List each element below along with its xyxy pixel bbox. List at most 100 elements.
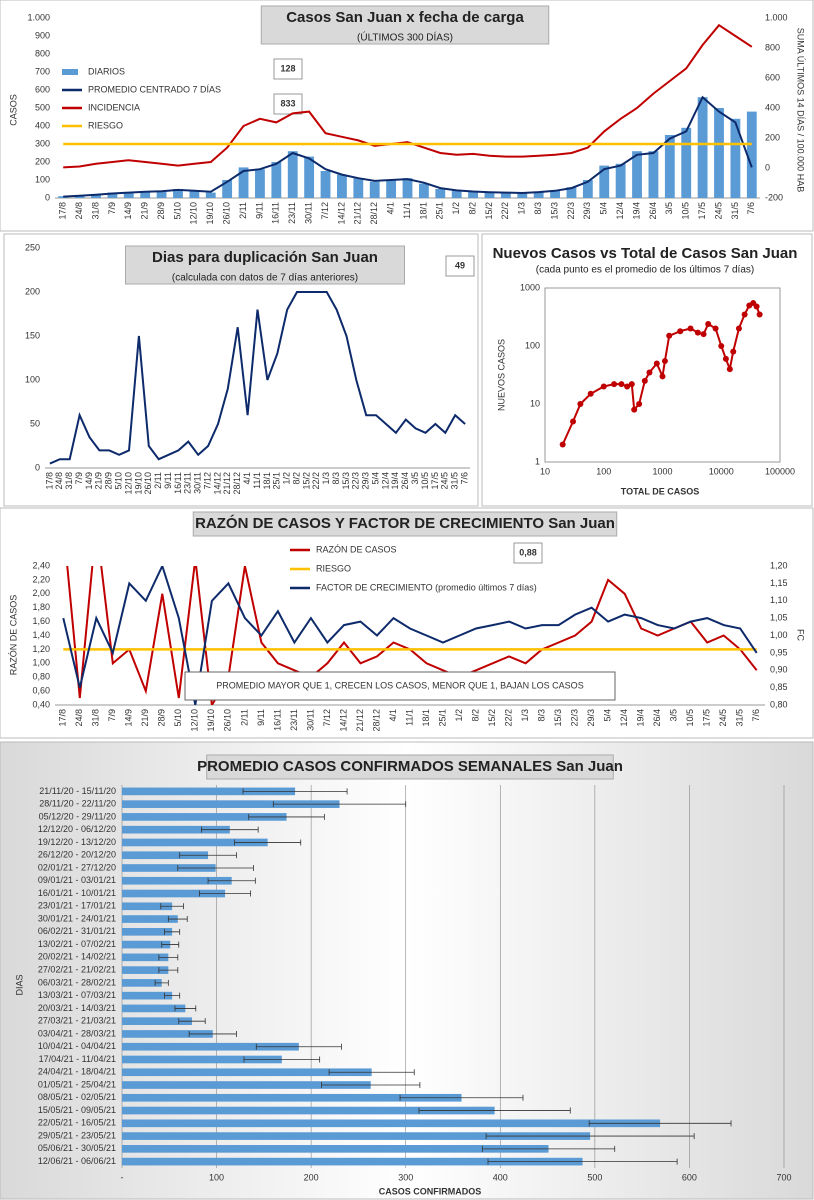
x-tick-label: 29/3 — [582, 202, 592, 220]
y2-tick-label: 800 — [765, 42, 780, 52]
y-tick-label: 1,40 — [32, 630, 50, 640]
y2-tick-label: 0,90 — [770, 665, 788, 675]
y-tick-label: 27/02/21 - 21/02/21 — [38, 964, 116, 974]
bar — [517, 193, 528, 198]
bar — [320, 171, 331, 198]
x-tick-label: 10 — [540, 466, 550, 476]
error-bar — [272, 801, 407, 808]
x-tick-label: 26/10 — [223, 709, 233, 732]
y-tick-label: 0,80 — [32, 672, 50, 682]
error-bar — [485, 1133, 695, 1140]
bar — [122, 1068, 372, 1077]
x-tick-label: 28/9 — [156, 202, 166, 220]
error-bar — [199, 890, 252, 897]
x-tick-label: 16/11 — [173, 472, 183, 494]
x-tick-label: 1/2 — [282, 472, 292, 485]
point — [687, 325, 694, 332]
x-tick-label: - — [121, 1172, 124, 1182]
y-tick-label: 400 — [35, 120, 50, 130]
bar — [648, 151, 659, 198]
x-tick-label: 8/2 — [291, 472, 301, 485]
x-tick-label: 7/9 — [107, 709, 117, 722]
error-bar — [158, 954, 179, 961]
error-bar — [164, 992, 181, 999]
y-tick-label: 500 — [35, 102, 50, 112]
x-tick-label: 15/2 — [484, 202, 494, 220]
y-tick-label: 1,80 — [32, 602, 50, 612]
y-tick-label: 200 — [35, 156, 50, 166]
bar — [122, 1017, 192, 1026]
bar — [418, 183, 429, 198]
x-tick-label: 1000 — [652, 466, 672, 476]
bar — [386, 180, 397, 198]
y-tick-label: 09/01/21 - 03/01/21 — [38, 875, 116, 885]
y-axis-label: DIAS — [14, 974, 24, 995]
bar — [337, 174, 347, 198]
y-tick-label: 30/01/21 - 24/01/21 — [38, 913, 116, 923]
x-tick-label: 5/10 — [173, 709, 183, 727]
x-tick-label: 12/10 — [189, 202, 199, 225]
point — [659, 373, 666, 380]
bar — [582, 180, 593, 198]
y-tick-label: 10 — [530, 398, 540, 408]
x-tick-label: 17/8 — [58, 709, 68, 727]
point — [705, 320, 712, 327]
y-tick-label: 27/03/21 - 21/03/21 — [38, 1016, 116, 1026]
bar — [468, 191, 478, 198]
y-tick-label: 250 — [25, 242, 40, 252]
bar — [122, 966, 169, 974]
y-tick-label: 2,20 — [32, 574, 50, 584]
error-bar — [328, 1069, 415, 1076]
error-bar — [177, 864, 254, 871]
x-tick-label: 22/3 — [566, 202, 576, 220]
x-tick-label: 16/11 — [271, 202, 281, 224]
bar — [122, 991, 173, 1000]
bar — [238, 167, 249, 198]
bar — [122, 876, 232, 885]
y-tick-label: 0 — [45, 192, 50, 202]
x-tick-label: 17/5 — [430, 472, 440, 490]
y-tick-label: 2,00 — [32, 588, 50, 598]
point — [666, 332, 673, 339]
x-tick-label: 21/12 — [355, 709, 365, 732]
x-tick-label: 1/3 — [517, 202, 527, 215]
y-tick-label: 20/02/21 - 14/02/21 — [38, 952, 116, 962]
x-tick-label: 18/1 — [262, 472, 272, 490]
error-bar — [234, 839, 302, 846]
y-tick-label: 15/05/21 - 09/05/21 — [38, 1105, 116, 1115]
chart-subtitle: (calculada con datos de 7 días anteriore… — [172, 273, 358, 284]
x-tick-label: 5/4 — [603, 709, 613, 722]
y-tick-label: 100 — [525, 340, 540, 350]
x-tick-label: 5/4 — [599, 202, 609, 215]
x-tick-label: 10/5 — [685, 709, 695, 727]
point — [712, 325, 719, 332]
error-bar — [255, 1043, 342, 1050]
y-tick-label: 100 — [35, 174, 50, 184]
x-tick-label: 28/12 — [369, 202, 379, 225]
bar — [156, 190, 167, 198]
x-tick-label: 10000 — [709, 466, 734, 476]
y-axis-label: CASOS — [8, 94, 18, 126]
x-tick-label: 30/11 — [304, 202, 314, 224]
x-tick-label: 100 — [596, 466, 611, 476]
x-tick-label: 28/9 — [157, 709, 167, 727]
bar — [122, 1055, 282, 1064]
x-tick-label: 14/9 — [123, 202, 133, 220]
y-tick-label: 13/02/21 - 07/02/21 — [38, 939, 116, 949]
x-tick-label: 31/8 — [90, 202, 100, 220]
y2-tick-label: 0,80 — [770, 699, 788, 709]
x-tick-label: 23/11 — [287, 202, 297, 224]
annotation-box — [273, 93, 303, 115]
error-bar — [178, 1018, 206, 1025]
x-tick-label: 2/11 — [238, 202, 248, 219]
y2-tick-label: 600 — [765, 72, 780, 82]
bar — [664, 135, 675, 198]
x-tick-label: 15/3 — [341, 472, 351, 490]
x-tick-label: 22/2 — [500, 202, 510, 220]
x-tick-label: 15/3 — [553, 709, 563, 727]
legend-label: RIESGO — [316, 563, 351, 573]
series-line — [63, 23, 753, 169]
x-tick-label: 16/11 — [272, 709, 282, 731]
bar — [615, 163, 626, 198]
x-tick-label: 7/6 — [459, 472, 469, 485]
